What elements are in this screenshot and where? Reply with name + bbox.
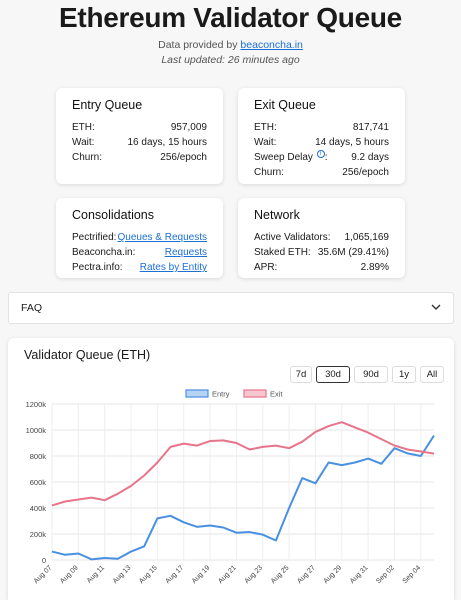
x-tick-label: Aug 21 — [217, 564, 238, 585]
sweep-delay-label-group: Sweep Delay i: — [254, 150, 327, 165]
validator-queue-chart: 0 200k 400k 600k 800k 1000k 1200k Aug 07 Aug 09 A… — [26, 389, 435, 585]
requests-link[interactable]: Requests — [164, 247, 207, 258]
y-tick-label: 600k — [30, 478, 47, 487]
y-tick-label: 1000k — [26, 426, 47, 435]
beaconchain-row: Beaconcha.in: Requests — [72, 245, 207, 260]
y-tick-label: 1200k — [26, 400, 47, 409]
row-value: 14 days, 5 hours — [315, 137, 389, 148]
pectrified-row: Pectrified: Queues & Requests — [72, 230, 207, 245]
row-label: APR: — [254, 262, 278, 273]
x-tick-label: Aug 27 — [296, 564, 317, 585]
x-tick-label: Aug 19 — [191, 564, 212, 585]
range-all-button[interactable]: All — [420, 366, 444, 383]
entry-wait-row: Wait: 16 days, 15 hours — [72, 135, 207, 150]
chart-section-title: Validator Queue (ETH) — [24, 348, 151, 362]
faq-accordion[interactable]: FAQ — [8, 292, 454, 324]
exit-eth-row: ETH: 817,741 — [254, 120, 389, 135]
series-line-entry — [51, 435, 435, 561]
exit-sweep-row: Sweep Delay i: 9.2 days — [254, 150, 389, 165]
row-value: 16 days, 15 hours — [127, 137, 208, 148]
y-tick-label: 400k — [30, 504, 47, 513]
chevron-down-icon[interactable] — [431, 302, 441, 314]
row-label: ETH: — [72, 122, 95, 133]
row-value: 9.2 days — [351, 152, 389, 163]
faq-label: FAQ — [21, 302, 43, 314]
row-value: 2.89% — [360, 262, 389, 273]
x-tick-label: Aug 07 — [33, 564, 54, 585]
pectra-info-row: Pectra.info: Rates by Entity — [72, 260, 207, 275]
label-colon: : — [324, 152, 328, 163]
info-icon[interactable]: i — [316, 150, 325, 158]
data-source-line: Data provided by beaconcha.in — [0, 39, 461, 51]
rates-by-entity-link[interactable]: Rates by Entity — [139, 262, 207, 273]
active-validators-row: Active Validators: 1,065,169 — [254, 230, 389, 245]
last-updated: Last updated: 26 minutes ago — [161, 54, 300, 66]
row-value: 817,741 — [352, 122, 389, 133]
x-tick-label: Aug 31 — [349, 564, 370, 585]
apr-row: APR: 2.89% — [254, 260, 389, 275]
x-tick-label: Aug 29 — [323, 564, 344, 585]
series-line-exit — [51, 421, 435, 507]
network-card: Network Active Validators: 1,065,169 Stak… — [238, 198, 405, 278]
x-tick-label: Aug 13 — [112, 564, 133, 585]
exit-queue-card: Exit Queue ETH: 817,741 Wait: 14 days, 5 h… — [238, 88, 405, 184]
row-label: Pectrified: — [72, 232, 117, 243]
x-tick-label: Aug 23 — [244, 564, 265, 585]
consolidations-card: Consolidations Pectrified: Queues & Reque… — [56, 198, 223, 278]
legend-swatch — [185, 389, 209, 398]
legend-swatch — [243, 389, 267, 398]
row-label: Wait: — [72, 137, 95, 148]
entry-eth-row: ETH: 957,009 — [72, 120, 207, 135]
exit-queue-title: Exit Queue — [254, 98, 316, 112]
entry-queue-title: Entry Queue — [72, 98, 143, 112]
row-label: Pectra.info: — [72, 262, 123, 273]
consolidations-title: Consolidations — [72, 208, 154, 222]
range-1y-button[interactable]: 1y — [392, 366, 416, 383]
beaconchain-link[interactable]: beaconcha.in — [240, 39, 303, 51]
y-tick-label: 800k — [30, 452, 47, 461]
row-value: 1,065,169 — [344, 232, 390, 243]
row-value: 957,009 — [170, 122, 207, 133]
legend-label: Exit — [270, 390, 283, 399]
x-tick-label: Aug 09 — [59, 564, 80, 585]
row-label: Staked ETH: — [254, 247, 311, 258]
x-tick-label: Aug 17 — [164, 564, 185, 585]
data-source-prefix: Data provided by — [158, 39, 238, 51]
range-7d-button[interactable]: 7d — [290, 366, 312, 383]
row-label: Beaconcha.in: — [72, 247, 136, 258]
row-value: 256/epoch — [342, 167, 389, 178]
entry-churn-row: Churn: 256/epoch — [72, 150, 207, 165]
validator-queue-chart-card: Validator Queue (ETH) 7d 30d 90d 1y All … — [8, 338, 454, 600]
entry-queue-card: Entry Queue ETH: 957,009 Wait: 16 days, 15… — [56, 88, 223, 184]
x-tick-label: Aug 15 — [138, 564, 159, 585]
row-label: ETH: — [254, 122, 277, 133]
y-tick-label: 0 — [42, 556, 46, 565]
row-label: Churn: — [72, 152, 103, 163]
y-tick-label: 200k — [30, 530, 47, 539]
x-tick-label: Sep 04 — [402, 564, 423, 585]
row-value: 35.6M (29.41%) — [317, 247, 389, 258]
x-tick-label: Aug 25 — [270, 564, 291, 585]
queues-requests-link[interactable]: Queues & Requests — [117, 232, 208, 243]
row-label: Sweep Delay — [254, 152, 313, 163]
range-30d-button[interactable]: 30d — [316, 366, 350, 383]
x-tick-label: Aug 11 — [86, 564, 106, 584]
staked-eth-row: Staked ETH: 35.6M (29.41%) — [254, 245, 389, 260]
network-title: Network — [254, 208, 300, 222]
exit-churn-row: Churn: 256/epoch — [254, 165, 389, 180]
x-tick-label: Sep 02 — [375, 564, 396, 585]
range-90d-button[interactable]: 90d — [354, 366, 388, 383]
row-value: 256/epoch — [160, 152, 207, 163]
page-title: Ethereum Validator Queue — [59, 2, 402, 33]
row-label: Wait: — [254, 137, 277, 148]
row-label: Active Validators: — [254, 232, 331, 243]
legend-label: Entry — [212, 390, 230, 399]
exit-wait-row: Wait: 14 days, 5 hours — [254, 135, 389, 150]
range-selector: 7d 30d 90d 1y All — [286, 366, 444, 383]
row-label: Churn: — [254, 167, 285, 178]
